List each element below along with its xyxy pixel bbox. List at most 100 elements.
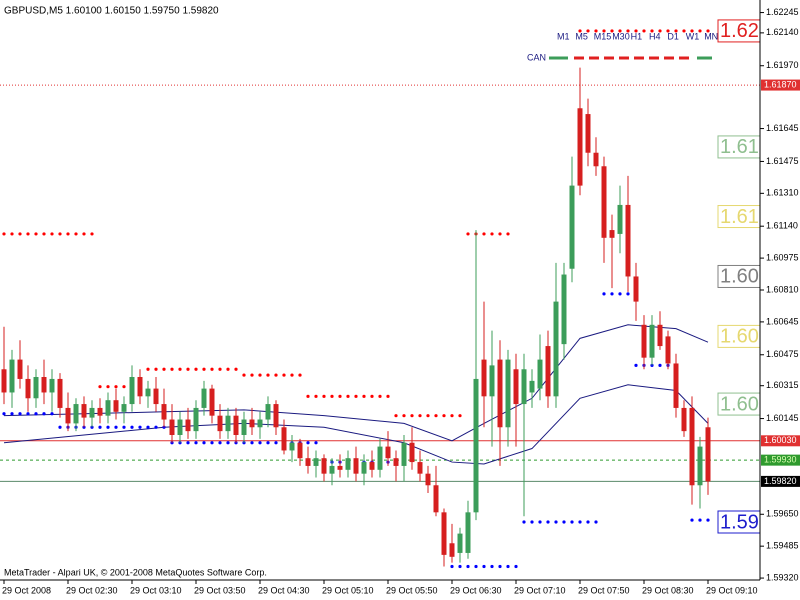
sar-dot	[426, 414, 430, 418]
y-tick-label: 1.60975	[766, 252, 799, 262]
timeframe-label: W1	[686, 31, 700, 41]
sar-dot	[706, 29, 710, 33]
level-box-label: 1.61	[720, 136, 759, 158]
candle-body	[633, 276, 639, 302]
sar-dot	[170, 367, 174, 371]
sar-dot	[274, 373, 278, 377]
candle-body	[121, 404, 127, 412]
candle-body	[113, 400, 119, 412]
sar-dot	[34, 232, 38, 236]
axis-panel	[760, 0, 800, 600]
sar-dot	[202, 441, 206, 445]
sar-dot	[594, 520, 598, 524]
candle-body	[345, 458, 351, 470]
x-tick-label: 29 Oct 05:50	[386, 585, 438, 595]
timeframe-label: D1	[667, 31, 679, 41]
y-tick-label: 1.60145	[766, 413, 799, 423]
plot-area: 1.62 1.61 1.61 1.609 1.60 1.60 1.59	[0, 19, 760, 569]
candle-body	[73, 404, 79, 424]
sar-dot	[250, 373, 254, 377]
sar-dot	[506, 232, 510, 236]
sar-dot	[610, 292, 614, 296]
candle-body	[337, 465, 343, 470]
sar-dot	[146, 425, 150, 429]
sar-dot	[378, 394, 382, 398]
y-tick-label: 1.62140	[766, 27, 799, 37]
sar-dot	[618, 29, 622, 33]
candle-body	[553, 301, 559, 397]
sar-dot	[642, 29, 646, 33]
sar-dot	[658, 29, 662, 33]
y-tick-label: 1.62245	[766, 7, 799, 17]
level-box-label: 1.62	[720, 20, 759, 42]
candle-body	[313, 458, 319, 466]
candle-body	[89, 407, 95, 418]
price-marker	[761, 454, 800, 466]
level-box	[717, 19, 760, 43]
timeframe-label: H4	[649, 31, 661, 41]
y-tick-label: 1.59650	[766, 509, 799, 519]
candle-body	[641, 324, 647, 358]
sar-dot	[650, 29, 654, 33]
candle-body	[441, 512, 447, 555]
x-tick-label: 29 Oct 07:10	[514, 585, 566, 595]
candle-body	[145, 388, 151, 397]
sar-dot	[578, 520, 582, 524]
timeframe-label: M1	[557, 31, 570, 41]
candle-body	[401, 442, 407, 466]
sar-dot	[666, 29, 670, 33]
sar-dot	[106, 425, 110, 429]
sar-dot	[90, 232, 94, 236]
sar-dot	[698, 518, 702, 522]
candle-body	[9, 359, 15, 393]
sar-dot	[274, 441, 278, 445]
sar-dot	[82, 232, 86, 236]
candle-body	[17, 359, 23, 379]
sar-dot	[338, 394, 342, 398]
candle-body	[249, 419, 255, 428]
level-box-label: 1.61	[720, 206, 759, 228]
sar-dot	[618, 292, 622, 296]
sar-dot	[594, 29, 598, 33]
sar-dot	[218, 441, 222, 445]
candle-body	[361, 462, 367, 474]
candle-body	[225, 415, 231, 432]
sar-dot	[634, 29, 638, 33]
candle-body	[201, 388, 207, 408]
candle-body	[169, 419, 175, 435]
price-marker	[761, 435, 800, 447]
sar-dot	[162, 367, 166, 371]
y-tick-label: 1.61310	[766, 188, 799, 198]
candle-body	[233, 415, 239, 435]
sar-dot	[562, 520, 566, 524]
y-tick-label: 1.60810	[766, 284, 799, 294]
x-tick-label: 29 Oct 08:30	[642, 585, 694, 595]
sar-dot	[66, 232, 70, 236]
level-box	[717, 392, 760, 416]
sar-dot	[514, 564, 518, 569]
candle-body	[465, 512, 471, 553]
candle-body	[97, 407, 103, 416]
signal-label: CAN	[527, 52, 546, 62]
sar-dot	[74, 232, 78, 236]
sar-dot	[490, 232, 494, 236]
candle-body	[57, 378, 63, 408]
sar-dot	[218, 367, 222, 371]
candle-body	[153, 388, 159, 405]
sar-dot	[442, 414, 446, 418]
candle-body	[489, 365, 495, 397]
candle-body	[601, 166, 607, 238]
sar-dot	[178, 367, 182, 371]
sar-dot	[234, 367, 238, 371]
candle-body	[209, 388, 215, 416]
candle-body	[625, 204, 631, 277]
sar-dot	[242, 373, 246, 377]
candle-body	[689, 407, 695, 486]
sar-dot	[482, 232, 486, 236]
timeframe-label: M15	[594, 31, 612, 41]
candle-body	[681, 407, 687, 432]
sar-dot	[370, 394, 374, 398]
sar-dot	[586, 520, 590, 524]
sar-dot	[10, 412, 14, 416]
